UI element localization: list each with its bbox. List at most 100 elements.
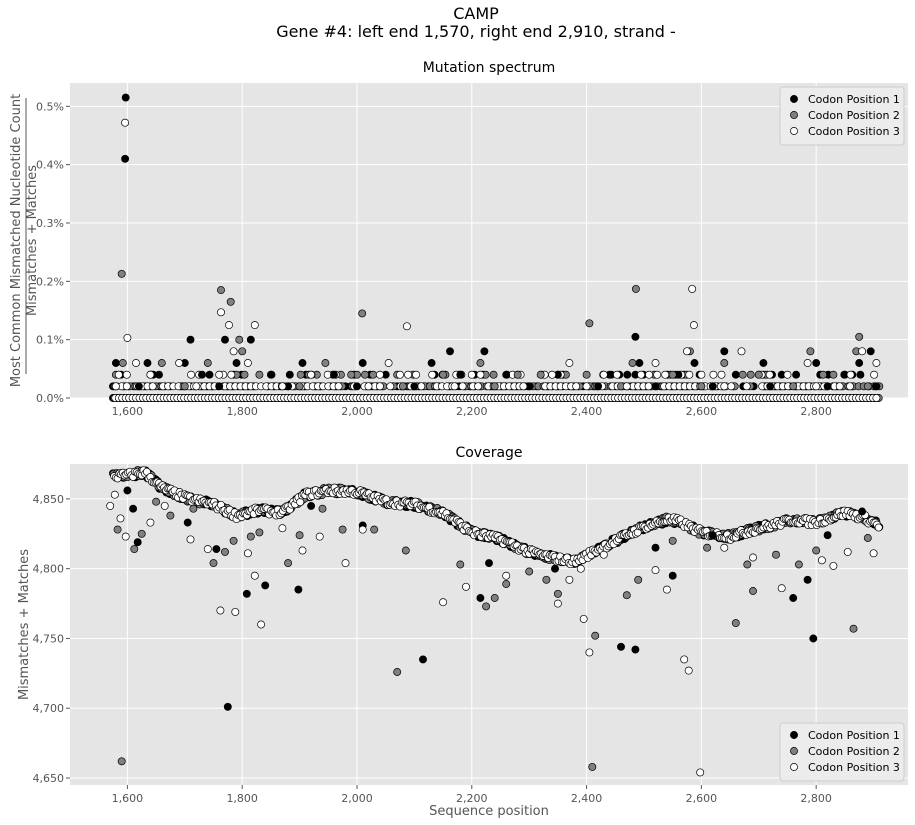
data-point (221, 547, 229, 556)
data-point (858, 347, 867, 356)
data-point (257, 620, 266, 629)
data-point (843, 547, 852, 556)
data-point (215, 370, 224, 379)
data-point (668, 370, 677, 379)
data-point (375, 382, 384, 391)
data-point (872, 394, 881, 402)
data-point (553, 589, 562, 598)
data-point (410, 382, 419, 391)
data-point (229, 347, 238, 356)
data-point (872, 382, 881, 391)
data-point (519, 382, 528, 391)
data-point (653, 370, 662, 379)
data-point (334, 382, 343, 391)
data-point (341, 559, 350, 568)
data-point (835, 382, 844, 391)
data-point (727, 382, 736, 391)
data-point (187, 370, 196, 379)
data-point (783, 370, 792, 379)
data-point (133, 538, 142, 547)
panel-title: Coverage (455, 445, 522, 461)
data-point (812, 359, 821, 367)
data-point (846, 370, 855, 379)
data-point (217, 286, 225, 295)
data-point (803, 575, 812, 584)
data-point (869, 549, 878, 558)
data-point (221, 335, 229, 344)
data-point (585, 648, 594, 657)
data-point (502, 571, 511, 580)
data-point (134, 382, 143, 391)
data-point (175, 359, 184, 367)
data-point (634, 575, 643, 584)
data-point (489, 370, 498, 379)
data-point (599, 550, 608, 559)
data-point (480, 347, 489, 356)
data-point (155, 370, 163, 379)
figure-title: CAMP (453, 4, 499, 23)
data-point (551, 564, 559, 573)
data-point (613, 370, 621, 379)
data-point (631, 284, 640, 293)
data-point (823, 531, 832, 540)
data-point (446, 347, 454, 356)
data-point (794, 560, 803, 569)
data-point (439, 598, 448, 607)
data-point (384, 359, 393, 367)
data-point (872, 359, 881, 367)
data-point (525, 567, 534, 576)
data-point (777, 584, 786, 593)
data-point (476, 359, 485, 367)
data-point (369, 370, 378, 379)
data-point (582, 370, 591, 379)
data-point (298, 359, 307, 367)
legend-marker (790, 95, 798, 103)
data-point (192, 382, 201, 391)
data-point (467, 370, 476, 379)
data-point (572, 382, 581, 391)
data-point (720, 382, 729, 391)
data-point (789, 594, 798, 602)
data-point (386, 382, 395, 391)
data-point (111, 359, 120, 367)
data-point (476, 370, 485, 379)
data-point (565, 359, 574, 367)
mutation-spectrum-panel: Mutation spectrum 1,600 1,800 2,000 2,200 2,4… (9, 60, 908, 418)
data-point (789, 382, 798, 391)
data-point (513, 370, 522, 379)
data-point (143, 359, 152, 367)
data-point (476, 594, 485, 602)
data-point (855, 359, 864, 367)
y-axis-label-numerator: Most Common Mismatched Nucleotide Count (9, 94, 24, 387)
data-point (226, 297, 235, 306)
data-point (130, 545, 139, 554)
x-tick-label: 2,400 (571, 792, 603, 805)
x-tick-label: 2,600 (686, 405, 718, 418)
x-tick-label: 2,000 (341, 405, 373, 418)
data-point (364, 382, 373, 391)
data-point (240, 370, 249, 379)
data-point (180, 382, 189, 391)
legend-label: Codon Position 1 (808, 729, 900, 742)
data-point (375, 370, 384, 379)
legend-box (779, 86, 905, 146)
data-point (110, 490, 119, 499)
data-point (353, 382, 361, 391)
data-point (697, 370, 706, 379)
legend-box (779, 722, 905, 782)
data-point (731, 619, 740, 628)
data-point (160, 501, 169, 510)
data-point (217, 308, 225, 317)
data-point (823, 382, 832, 391)
data-point (148, 382, 157, 391)
y-tick-label: 0.1% (36, 334, 64, 347)
data-point (114, 370, 123, 379)
data-point (668, 571, 677, 580)
legend-marker (790, 747, 798, 755)
data-point (186, 335, 195, 344)
y-tick-label: 0.4% (36, 159, 64, 172)
data-point (393, 668, 402, 676)
data-point (668, 536, 677, 545)
data-point (582, 382, 591, 391)
x-tick-label: 1,800 (226, 405, 258, 418)
